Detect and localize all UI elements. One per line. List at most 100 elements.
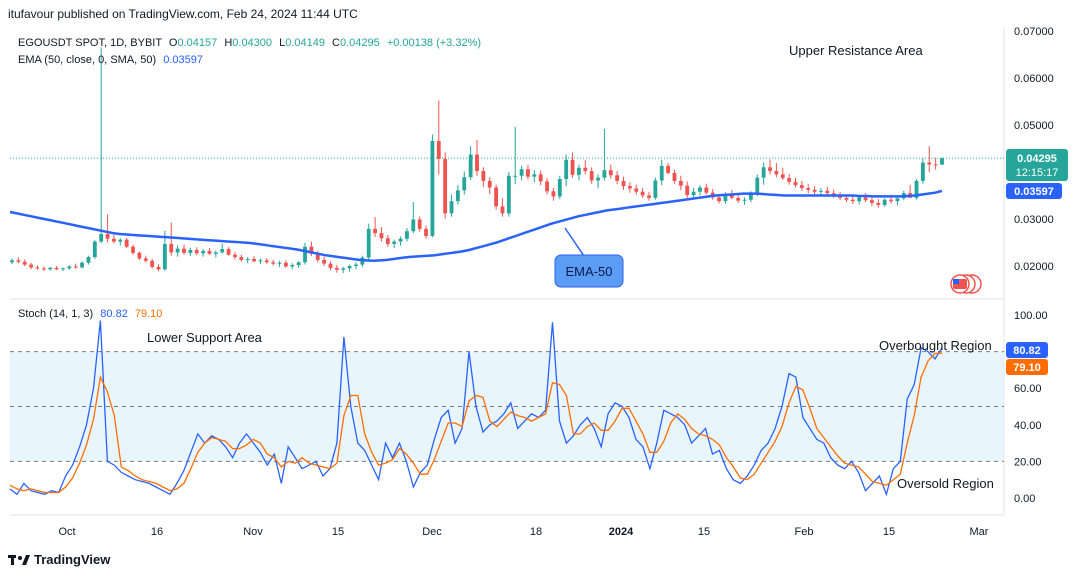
- candle: [672, 169, 677, 184]
- candle-body: [736, 197, 741, 201]
- price-tick-label: 0.05000: [1014, 120, 1054, 132]
- candle: [863, 193, 868, 203]
- candle: [143, 255, 148, 263]
- candle-body: [838, 195, 842, 198]
- candle-body: [666, 165, 671, 173]
- candle-body: [659, 165, 664, 181]
- candle-body: [366, 228, 371, 258]
- candle: [487, 177, 492, 195]
- candle: [793, 177, 798, 188]
- stoch-d-badge: 79.10: [1006, 359, 1048, 375]
- candle: [494, 184, 499, 210]
- candle-body: [48, 267, 53, 270]
- candle: [704, 183, 709, 195]
- candle: [532, 170, 537, 183]
- candle: [61, 267, 65, 272]
- legend-low: 0.04149: [285, 37, 325, 49]
- price-tick-label: 0.06000: [1014, 73, 1054, 85]
- candle-body: [379, 233, 384, 239]
- candle-body: [283, 262, 288, 267]
- candle-body: [315, 253, 320, 260]
- candle-body: [698, 187, 702, 192]
- time-tick-label: 15: [883, 526, 895, 538]
- candle-body: [188, 250, 193, 253]
- legend-stoch-k: 80.82: [100, 308, 128, 320]
- candle: [564, 154, 569, 187]
- candle-body: [385, 238, 390, 244]
- candle: [825, 187, 830, 196]
- candle: [264, 258, 269, 264]
- candle: [768, 159, 772, 175]
- candle: [615, 171, 620, 185]
- ema-callout-box: [554, 254, 624, 288]
- candle-body: [124, 239, 129, 247]
- stoch-tick-label: 100.00: [1014, 310, 1048, 322]
- legend-ema-value: 0.03597: [163, 54, 203, 66]
- candle-body: [143, 258, 148, 261]
- stoch-k-line: [9, 320, 943, 497]
- candle: [334, 265, 339, 273]
- candle: [48, 266, 53, 271]
- candle-body: [551, 191, 556, 197]
- candle: [137, 251, 142, 260]
- candle-body: [334, 267, 339, 270]
- candle-body: [564, 159, 569, 180]
- candle-body: [506, 175, 511, 214]
- candle-body: [742, 199, 747, 201]
- candle-body: [532, 174, 537, 177]
- candle: [647, 191, 651, 201]
- candle-body: [290, 265, 295, 267]
- candle: [608, 164, 613, 179]
- tradingview-logo-icon: [8, 554, 30, 565]
- candle-body: [940, 158, 944, 165]
- time-tick-label: Dec: [422, 526, 442, 538]
- candle: [940, 157, 944, 165]
- time-tick-label: Nov: [243, 526, 263, 538]
- candle-body: [780, 174, 785, 179]
- candle: [258, 258, 263, 265]
- candle: [99, 47, 104, 243]
- candle: [328, 261, 333, 271]
- lower-support-label: Lower Support Area: [147, 330, 263, 345]
- publisher-header: itufavour published on TradingView.com, …: [8, 7, 358, 21]
- candle: [551, 187, 556, 201]
- legend-close: 0.04295: [340, 37, 380, 49]
- candle-body: [322, 259, 327, 264]
- candle-body: [806, 187, 811, 190]
- candle-body: [481, 171, 486, 181]
- candle: [685, 181, 690, 198]
- candle-body: [494, 187, 499, 207]
- candle: [850, 195, 855, 204]
- candle: [92, 240, 97, 259]
- candle: [678, 175, 683, 191]
- candle-body: [443, 158, 448, 214]
- candle: [175, 245, 180, 257]
- candle-body: [844, 197, 849, 200]
- candle: [774, 163, 779, 178]
- candle-body: [819, 190, 823, 192]
- tradingview-logo[interactable]: TradingView: [8, 552, 110, 567]
- candle-body: [538, 174, 543, 182]
- candle-body: [768, 167, 772, 172]
- ema-badge: 0.03597: [1006, 183, 1062, 199]
- candle: [156, 264, 161, 272]
- candle-body: [475, 154, 479, 172]
- candle: [920, 157, 925, 184]
- candle: [80, 261, 84, 269]
- candle-body: [73, 266, 78, 268]
- candle-body: [220, 249, 225, 253]
- candle: [169, 222, 174, 256]
- candle: [430, 134, 435, 238]
- candle-body: [41, 268, 46, 270]
- legend-l-label: L: [279, 37, 285, 49]
- candle: [290, 263, 295, 270]
- candle: [41, 266, 46, 272]
- candle: [354, 262, 358, 270]
- dividends-icon[interactable]: [950, 274, 982, 294]
- stoch-d-line: [9, 352, 943, 494]
- stoch-tick-label: 0.00: [1014, 493, 1035, 505]
- candle-body: [583, 167, 588, 172]
- stoch-legend: Stoch (14, 1, 3) 80.82 79.10: [18, 308, 162, 320]
- candle: [468, 146, 473, 180]
